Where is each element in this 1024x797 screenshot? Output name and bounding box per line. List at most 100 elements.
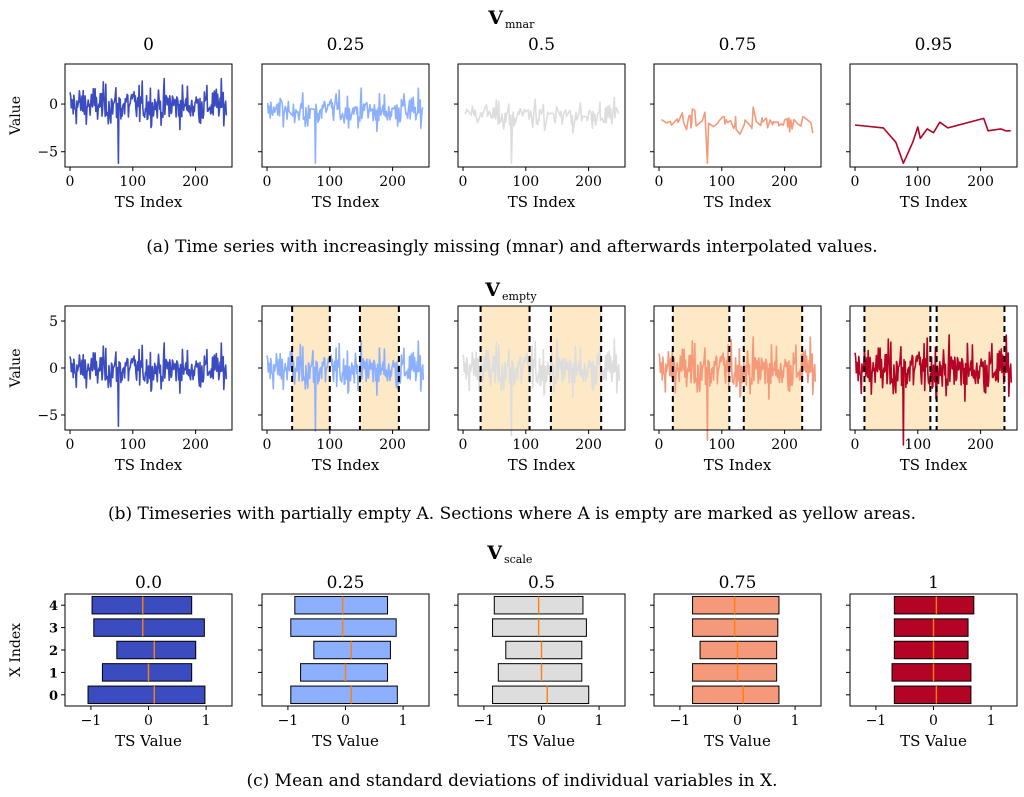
mnar-panel: 0.95 0 100 200 TS Index	[846, 35, 1018, 211]
empty-panel: 0 100 200 TS Index	[650, 305, 822, 474]
x-axis-label: TS Value	[508, 732, 575, 750]
x-tick-label: 200	[771, 174, 798, 190]
std-box	[893, 640, 969, 660]
std-box	[290, 685, 398, 705]
x-tick-label: 200	[182, 437, 209, 453]
series-line	[69, 77, 228, 164]
x-tick-label: 0	[144, 713, 153, 729]
section-title-subscript: empty	[502, 290, 537, 303]
x-tick-label: 100	[708, 174, 735, 190]
x-tick-label: 0	[263, 174, 272, 190]
mnar-panel: 0.5 0 100 200 TS Index	[454, 35, 626, 211]
y-tick-label: 0	[49, 361, 58, 377]
series-line	[464, 96, 620, 164]
x-tick-label: 100	[316, 174, 343, 190]
x-tick-label: 100	[512, 437, 539, 453]
std-box	[91, 595, 193, 615]
y-tick-label: 0	[49, 689, 58, 704]
std-box	[692, 663, 778, 682]
x-axis-label: TS Value	[312, 732, 379, 750]
x-axis-label: TS Index	[704, 456, 772, 474]
x-tick-label: 100	[708, 437, 735, 453]
y-tick-label: −5	[37, 408, 58, 424]
x-tick-label: 0	[537, 713, 546, 729]
y-tick-label: 5	[49, 314, 58, 330]
x-tick-label: 1	[399, 713, 408, 729]
std-box	[492, 618, 587, 637]
section-title-subscript: scale	[504, 553, 532, 566]
x-tick-label: 100	[119, 174, 146, 190]
std-box	[101, 663, 193, 682]
x-tick-label: 0	[341, 713, 350, 729]
caption-a: (a) Time series with increasingly missin…	[146, 237, 877, 257]
x-axis-label: TS Index	[704, 193, 772, 211]
mnar-panel: 0 0 100 200 −5 0 TS Index Value	[8, 35, 233, 211]
std-box	[893, 618, 969, 637]
x-tick-label: 100	[316, 437, 343, 453]
scale-panel: 0.75 −1 0 1 TS Value	[650, 573, 822, 750]
x-tick-label: 0	[655, 437, 664, 453]
x-tick-label: 0	[459, 437, 468, 453]
x-tick-label: 1	[987, 713, 996, 729]
y-axis-label: Value	[8, 96, 24, 136]
std-box	[893, 595, 975, 615]
series-line	[854, 334, 1013, 446]
std-box	[290, 618, 397, 637]
x-tick-label: 200	[575, 174, 602, 190]
x-axis-label: TS Index	[115, 193, 183, 211]
x-axis-label: TS Value	[900, 732, 967, 750]
section-title-v: V	[484, 279, 501, 301]
x-axis-label: TS Value	[115, 732, 182, 750]
mnar-panel: 0.75 0 100 200 TS Index	[650, 35, 822, 211]
series-line	[661, 106, 814, 164]
y-tick-label: 4	[49, 599, 58, 614]
x-tick-label: 0	[851, 437, 860, 453]
caption-c: (c) Mean and standard deviations of indi…	[246, 771, 777, 791]
empty-panel: 0 100 200 TS Index	[454, 305, 626, 474]
x-tick-label: 100	[904, 437, 931, 453]
section-title-v: V	[486, 542, 503, 564]
std-box	[692, 595, 780, 615]
series-line	[854, 117, 1011, 164]
std-box	[699, 640, 778, 660]
empty-panel: 0 100 200 TS Index	[258, 305, 430, 474]
y-tick-label: 1	[49, 666, 58, 681]
mnar-panel: 0.25 0 100 200 TS Index	[258, 35, 430, 211]
axes-frame	[64, 63, 233, 168]
x-tick-label: −1	[474, 713, 495, 729]
x-axis-label: TS Index	[115, 456, 183, 474]
scale-panel: 0.0 −1 0 1 0 1 2 3 4 TS Value X Index	[8, 573, 233, 750]
std-box	[300, 663, 389, 682]
x-tick-label: 0	[66, 174, 75, 190]
x-tick-label: 1	[791, 713, 800, 729]
y-tick-label: 0	[49, 97, 58, 113]
std-box	[497, 663, 583, 682]
panel-title: 1	[928, 573, 939, 593]
series-line	[266, 87, 424, 164]
std-box	[313, 640, 391, 660]
std-box	[116, 640, 197, 660]
x-axis-label: TS Index	[312, 456, 380, 474]
x-tick-label: 1	[202, 713, 211, 729]
scale-panel: 0.5 −1 0 1 TS Value	[454, 573, 626, 750]
y-tick-label: 2	[49, 644, 58, 659]
x-tick-label: 0	[459, 174, 468, 190]
panel-title: 0.5	[528, 35, 555, 55]
empty-panel: 0 100 200 −5 0 5 TS Index Value	[8, 305, 233, 474]
x-axis-label: TS Index	[312, 193, 380, 211]
x-tick-label: 200	[575, 437, 602, 453]
std-box	[93, 618, 205, 637]
section-title-v: V	[487, 7, 504, 29]
x-axis-label: TS Index	[900, 193, 968, 211]
x-tick-label: 1	[595, 713, 604, 729]
x-tick-label: 200	[182, 174, 209, 190]
axes-frame	[457, 63, 626, 168]
x-tick-label: −1	[866, 713, 887, 729]
x-tick-label: 100	[119, 437, 146, 453]
std-box	[492, 685, 590, 705]
x-tick-label: −1	[670, 713, 691, 729]
panel-title: 0.25	[327, 573, 365, 593]
x-tick-label: 200	[967, 437, 994, 453]
